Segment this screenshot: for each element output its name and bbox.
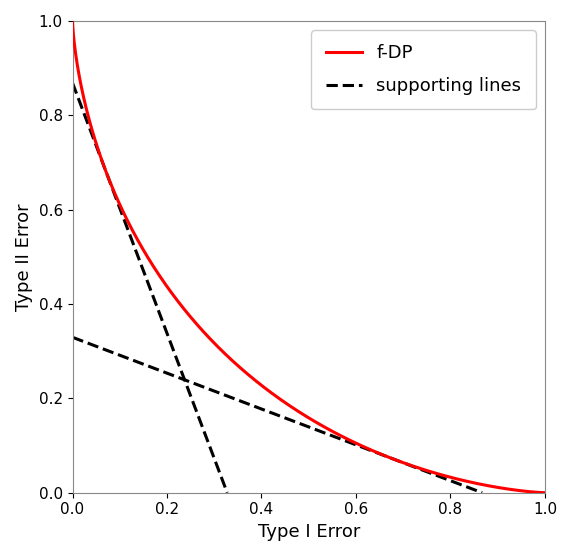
Line: supporting lines: supporting lines bbox=[73, 83, 227, 493]
supporting lines bbox=[142, 274, 149, 281]
f-DP bbox=[271, 391, 277, 398]
supporting lines bbox=[220, 479, 227, 486]
f-DP bbox=[123, 215, 130, 222]
X-axis label: Type I Error: Type I Error bbox=[257, 523, 360, 541]
supporting lines bbox=[161, 324, 168, 330]
f-DP bbox=[69, 18, 76, 24]
supporting lines bbox=[144, 277, 150, 284]
Legend: f-DP, supporting lines: f-DP, supporting lines bbox=[312, 30, 536, 110]
f-DP bbox=[250, 376, 257, 383]
supporting lines bbox=[224, 489, 231, 496]
supporting lines bbox=[69, 80, 76, 86]
f-DP bbox=[532, 489, 539, 495]
Line: f-DP: f-DP bbox=[73, 21, 545, 493]
Y-axis label: Type II Error: Type II Error bbox=[15, 203, 33, 311]
supporting lines bbox=[196, 415, 202, 422]
supporting lines bbox=[153, 301, 160, 308]
f-DP bbox=[481, 481, 488, 488]
f-DP bbox=[542, 489, 549, 496]
f-DP bbox=[151, 265, 158, 271]
